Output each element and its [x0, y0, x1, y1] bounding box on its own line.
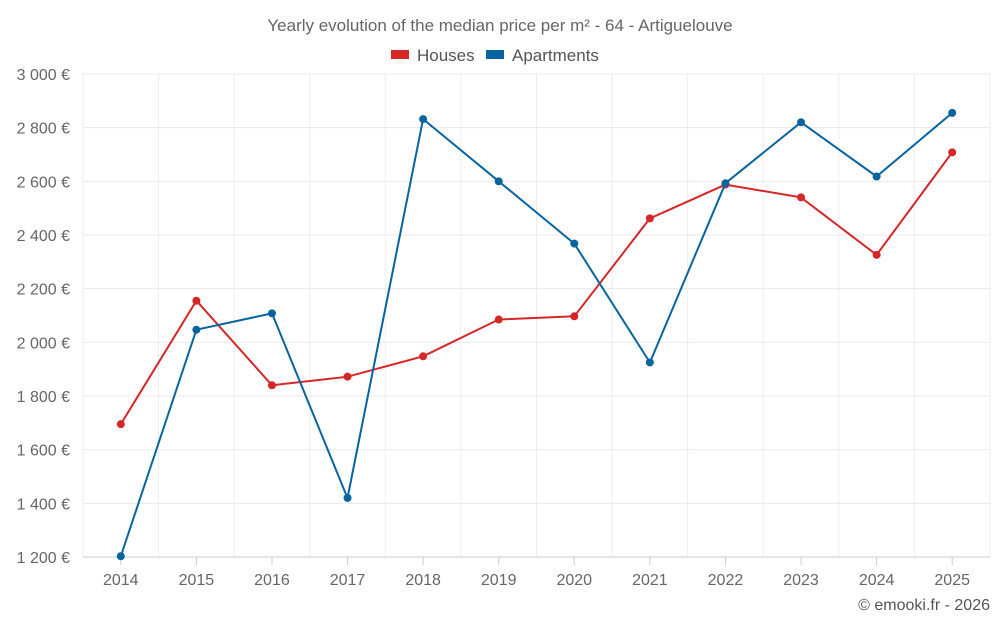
data-point-houses[interactable]	[645, 214, 654, 223]
data-point-houses[interactable]	[116, 420, 125, 429]
x-tick-label: 2015	[179, 572, 215, 589]
data-point-houses[interactable]	[267, 381, 276, 390]
chart-title: Yearly evolution of the median price per…	[267, 16, 732, 35]
legend: Houses Apartments	[391, 46, 599, 65]
legend-swatch-apartments	[486, 50, 504, 59]
series-line-houses[interactable]	[119, 151, 954, 425]
axes: 1 200 € 1 400 € 1 600 € 1 800 € 2 000 € 2 200…	[17, 67, 990, 589]
data-point-houses[interactable]	[948, 148, 957, 157]
data-point-apartments[interactable]	[267, 309, 276, 318]
data-point-houses[interactable]	[570, 312, 579, 321]
y-tick-label: 3 000 €	[17, 67, 70, 84]
data-point-houses[interactable]	[494, 315, 503, 324]
credit-text: © emooki.fr - 2026	[858, 597, 990, 614]
data-point-apartments[interactable]	[948, 108, 957, 117]
legend-label-houses: Houses	[417, 46, 475, 65]
data-point-apartments[interactable]	[343, 493, 352, 502]
legend-label-apartments: Apartments	[512, 46, 599, 65]
y-tick-label: 1 400 €	[17, 496, 70, 513]
data-point-houses[interactable]	[343, 372, 352, 381]
data-point-apartments[interactable]	[645, 358, 654, 367]
y-tick-label: 2 200 €	[17, 282, 70, 299]
data-point-apartments[interactable]	[872, 172, 881, 181]
data-point-apartments[interactable]	[797, 118, 806, 127]
grid	[82, 73, 991, 557]
y-tick-label: 1 600 €	[17, 443, 70, 460]
y-tick-label: 1 200 €	[17, 550, 70, 567]
data-point-houses[interactable]	[419, 352, 428, 361]
legend-item-apartments[interactable]: Apartments	[486, 46, 599, 65]
data-point-apartments[interactable]	[721, 179, 730, 188]
data-point-apartments[interactable]	[116, 552, 125, 561]
y-tick-label: 1 800 €	[17, 389, 70, 406]
legend-swatch-houses	[391, 50, 409, 59]
x-tick-label: 2014	[103, 572, 139, 589]
x-tick-label: 2021	[632, 572, 668, 589]
x-tick-label: 2023	[783, 572, 819, 589]
data-point-apartments[interactable]	[570, 239, 579, 248]
x-tick-label: 2022	[708, 572, 744, 589]
x-tick-label: 2024	[859, 572, 895, 589]
x-tick-label: 2025	[934, 572, 970, 589]
data-point-apartments[interactable]	[192, 325, 201, 334]
y-tick-label: 2 600 €	[17, 174, 70, 191]
x-tick-label: 2020	[556, 572, 592, 589]
data-point-apartments[interactable]	[419, 115, 428, 124]
y-tick-label: 2 800 €	[17, 121, 70, 138]
data-point-houses[interactable]	[872, 250, 881, 259]
x-tick-label: 2016	[254, 572, 290, 589]
series-line-apartments[interactable]	[119, 112, 953, 557]
series-group	[116, 108, 957, 561]
y-tick-label: 2 000 €	[17, 335, 70, 352]
legend-item-houses[interactable]: Houses	[391, 46, 475, 65]
x-tick-label: 2017	[330, 572, 366, 589]
x-tick-label: 2018	[405, 572, 441, 589]
x-tick-label: 2019	[481, 572, 517, 589]
data-point-houses[interactable]	[192, 296, 201, 305]
y-tick-label: 2 400 €	[17, 228, 70, 245]
data-point-houses[interactable]	[797, 193, 806, 202]
data-point-apartments[interactable]	[494, 177, 503, 186]
